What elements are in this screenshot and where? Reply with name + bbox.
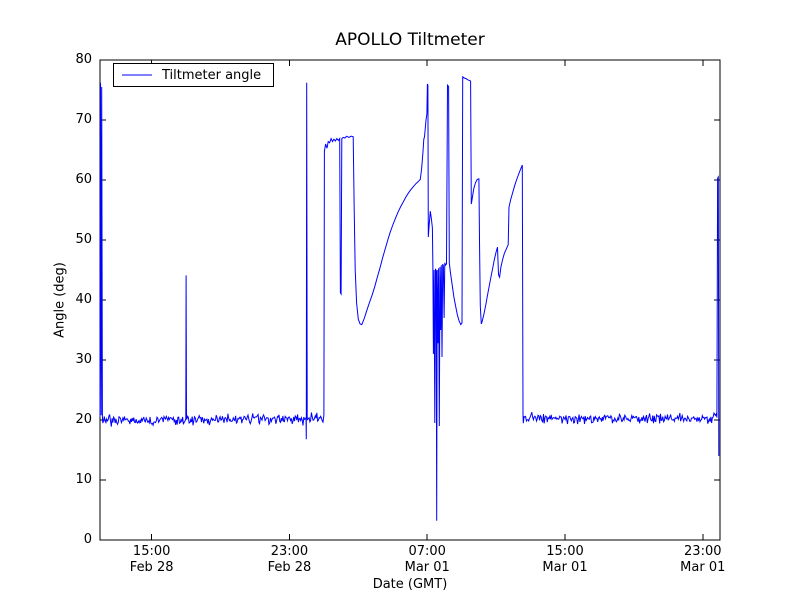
y-tick-label: 30 bbox=[75, 352, 92, 367]
x-tick-date: Feb 28 bbox=[129, 560, 174, 575]
x-tick-time: 23:00 bbox=[270, 544, 309, 559]
y-tick-label: 60 bbox=[75, 172, 92, 187]
x-tick-date: Feb 28 bbox=[267, 560, 312, 575]
y-tick-label: 50 bbox=[75, 232, 92, 247]
x-tick-label: 07:00 Mar 01 bbox=[382, 544, 472, 576]
x-tick-label: 15:00 Feb 28 bbox=[107, 544, 197, 576]
legend-label: Tiltmeter angle bbox=[162, 67, 262, 83]
y-tick-label: 10 bbox=[75, 472, 92, 487]
x-tick-label: 15:00 Mar 01 bbox=[520, 544, 610, 576]
axes-frame bbox=[99, 59, 721, 541]
x-tick-date: Mar 01 bbox=[542, 560, 588, 575]
y-tick-label: 70 bbox=[75, 112, 92, 127]
x-tick-time: 15:00 bbox=[132, 544, 171, 559]
tick-marks bbox=[100, 59, 720, 541]
legend: Tiltmeter angle bbox=[113, 63, 275, 87]
y-tick-label: 40 bbox=[75, 292, 92, 307]
x-tick-time: 23:00 bbox=[684, 544, 722, 559]
y-tick-label: 0 bbox=[83, 532, 92, 547]
x-tick-label: 23:00 Feb 28 bbox=[244, 544, 334, 576]
y-tick-label: 80 bbox=[75, 52, 92, 67]
y-tick-label: 20 bbox=[75, 412, 92, 427]
x-tick-label: 23:00 Mar 01 bbox=[658, 544, 748, 576]
y-axis-label: Angle (deg) bbox=[52, 262, 68, 338]
tiltmeter-angle-series-line bbox=[99, 75, 720, 521]
x-tick-date: Mar 01 bbox=[404, 560, 450, 575]
x-tick-time: 15:00 bbox=[546, 544, 584, 559]
legend-line-sample bbox=[122, 74, 152, 76]
x-axis-label: Date (GMT) bbox=[372, 577, 448, 592]
x-tick-time: 07:00 bbox=[408, 544, 446, 559]
x-tick-date: Mar 01 bbox=[680, 560, 726, 575]
chart-title: APOLLO Tiltmeter bbox=[335, 30, 485, 50]
